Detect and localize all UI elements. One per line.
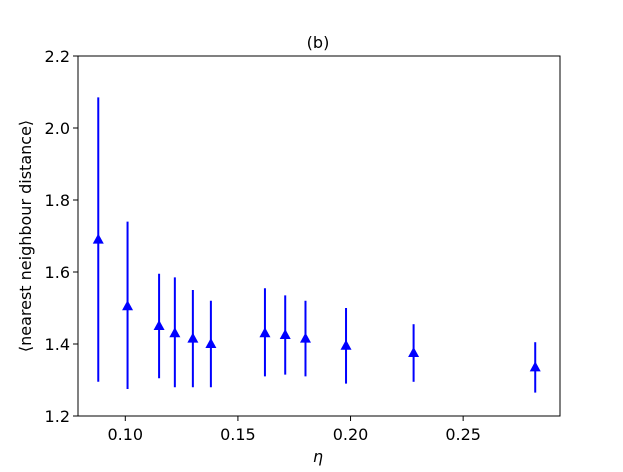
y-tick-label: 1.6 bbox=[45, 263, 70, 282]
data-point bbox=[169, 327, 181, 338]
x-axis-label: η bbox=[313, 447, 323, 466]
x-tick-label: 0.25 bbox=[445, 425, 481, 444]
data-point bbox=[299, 332, 311, 343]
y-axis-label: ⟨nearest neighbour distance⟩ bbox=[16, 120, 35, 352]
ticks-layer: 0.10 0.15 0.20 0.25 1.2 1.4 1.6 1.8 2.0 2.2 bbox=[45, 47, 481, 444]
y-tick-label: 1.4 bbox=[45, 335, 70, 354]
y-tick-label: 1.8 bbox=[45, 191, 70, 210]
y-tick-label: 2.0 bbox=[45, 119, 70, 138]
data-point bbox=[153, 320, 165, 330]
y-tick-label: 1.2 bbox=[45, 407, 70, 426]
data-point bbox=[529, 361, 541, 372]
marks-layer bbox=[92, 97, 541, 393]
x-tick-label: 0.15 bbox=[220, 425, 256, 444]
data-point bbox=[259, 327, 271, 338]
data-point bbox=[279, 329, 291, 339]
data-point bbox=[122, 300, 134, 311]
data-point bbox=[205, 338, 217, 348]
chart-title: (b) bbox=[307, 33, 330, 52]
y-tick-label: 2.2 bbox=[45, 47, 70, 66]
plot-frame bbox=[77, 55, 561, 417]
x-tick-label: 0.20 bbox=[333, 425, 369, 444]
data-point bbox=[408, 347, 420, 357]
x-tick-label: 0.10 bbox=[107, 425, 143, 444]
data-point bbox=[187, 332, 199, 343]
data-point bbox=[340, 339, 352, 350]
data-point bbox=[92, 233, 104, 244]
